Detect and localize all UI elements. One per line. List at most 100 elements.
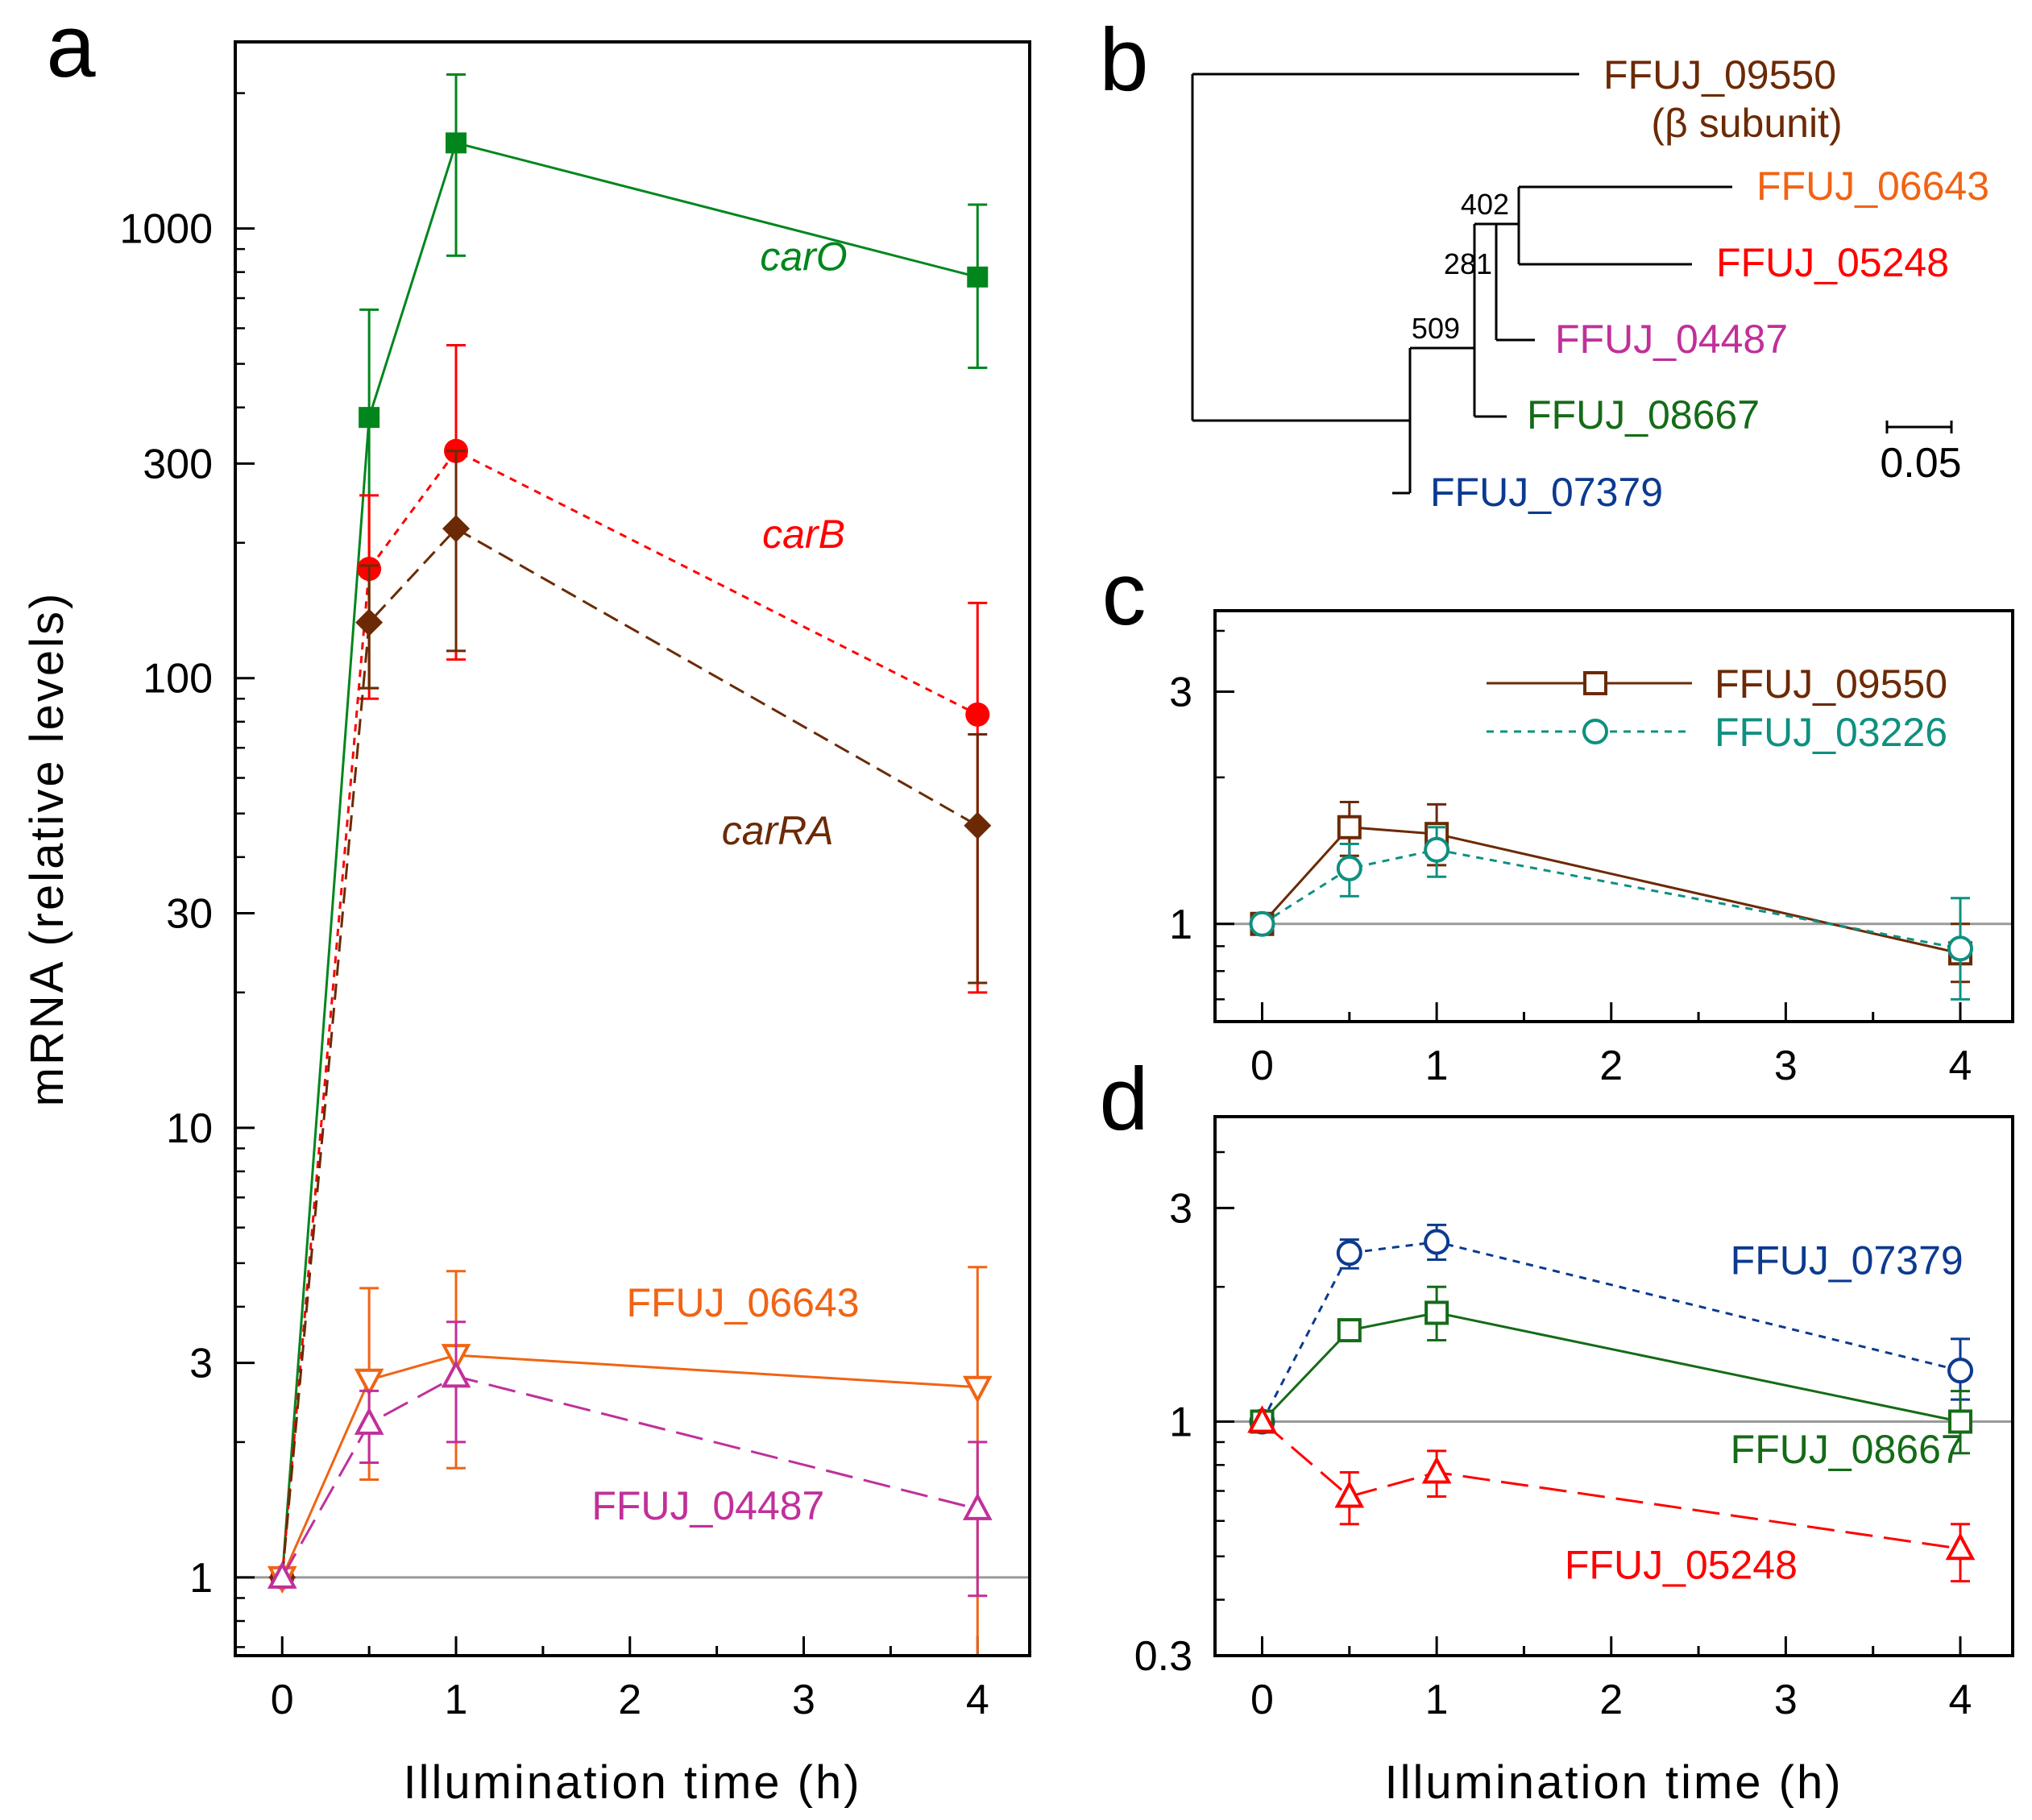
- tree-sublabel-beta-subunit: (β subunit): [1651, 101, 1842, 146]
- panel-d-ffuj-05248-line: [1261, 1420, 1961, 1550]
- panel-a-y-tick-label: 30: [166, 891, 213, 938]
- panel-d-ffuj-07379-point: [1424, 1229, 1450, 1255]
- panel-d-ffuj-08667-point: [1424, 1300, 1449, 1325]
- panel-a-x-axis-title: Illumination time (h): [403, 1756, 861, 1809]
- panel-a-ffuj-06643-line: [280, 1354, 978, 1578]
- panel-a-carra-label: carRA: [722, 808, 834, 853]
- panel-c-frame: [1213, 609, 2014, 1023]
- panel-d-x-tick-label: 2: [1599, 1677, 1623, 1723]
- panel-a-ffuj-06643-label: FFUJ_06643: [626, 1280, 859, 1325]
- tree-label-ffuj-07379: FFUJ_07379: [1430, 470, 1663, 515]
- panel-a-ffuj-04487-point: [962, 1492, 993, 1520]
- panel-c-x-tick-label: 4: [1949, 1043, 1972, 1089]
- panel-a-ffuj-06643-point: [962, 1375, 993, 1403]
- panel-a-x-tick-label: 4: [966, 1677, 989, 1723]
- tree-bootstrap-509: 509: [1412, 312, 1460, 345]
- tree-label-ffuj-06643: FFUJ_06643: [1756, 164, 1989, 209]
- panel-c-ffuj-03226-line: [1261, 848, 1961, 950]
- panel-a-x-tick-label: 3: [792, 1677, 815, 1723]
- panel-a-carra-point: [442, 515, 471, 543]
- panel-a-y-tick-label: 1: [189, 1555, 213, 1602]
- panel-c-x-tick-label: 3: [1774, 1043, 1798, 1089]
- panel-d-ffuj-08667-line: [1261, 1311, 1961, 1423]
- panel-a-x-tick-label: 2: [618, 1677, 641, 1723]
- panel-d-ffuj-07379-point: [1336, 1240, 1362, 1267]
- panel-d-ffuj-08667-point: [1337, 1318, 1362, 1343]
- panel-d-x-tick-label: 1: [1425, 1677, 1449, 1723]
- panel-c-letter: c: [1102, 545, 1147, 644]
- panel-c-x-tick-label: 2: [1599, 1043, 1623, 1089]
- panel-a-carb-line: [280, 449, 978, 1578]
- panel-d-x-axis-title: Illumination time (h): [1384, 1756, 1843, 1809]
- panel-a-ffuj-04487-line: [280, 1374, 978, 1578]
- panel-d-y-tick-label: 1: [1169, 1399, 1192, 1445]
- panel-a-caro-point: [446, 132, 467, 154]
- tree-label-ffuj-08667: FFUJ_08667: [1527, 392, 1760, 437]
- panel-a-ffuj-04487-point: [267, 1561, 297, 1589]
- panel-c-ffuj-09550-point: [1337, 815, 1362, 840]
- panel-d-ffuj-08667-label: FFUJ_08667: [1731, 1427, 1964, 1472]
- panel-d-letter: d: [1099, 1050, 1148, 1149]
- panel-a-ffuj-04487-label: FFUJ_04487: [591, 1483, 824, 1528]
- panel-c-y-tick-label: 1: [1169, 902, 1192, 948]
- panel-a-carra-point: [355, 608, 384, 636]
- panel-d-x-tick-label: 3: [1774, 1677, 1798, 1723]
- panel-b-tree: FFUJ_09550(β subunit) FFUJ_06643 FFUJ_0524…: [1099, 10, 1989, 515]
- panel-a-carb-point: [965, 702, 990, 727]
- panel-d-chart: 0.3 1 3 0 1 2 3 4 FFUJ_07379 FFUJ_08667 FFUJ_05248…: [1099, 1050, 2014, 1809]
- tree-label-ffuj-09550: FFUJ_09550: [1603, 52, 1836, 97]
- panel-c-ffuj-03226-point: [1424, 836, 1450, 863]
- panel-c-legend-ffuj-09550-marker: [1583, 671, 1607, 695]
- tree-bootstrap-281: 281: [1444, 247, 1492, 280]
- panel-a-y-tick-label: 300: [143, 441, 213, 487]
- panel-d-ffuj-05248-point: [1945, 1532, 1976, 1561]
- panel-d-y-tick-label: 3: [1169, 1185, 1192, 1232]
- panel-a-y-axis-title: mRNA (relative levels): [21, 591, 73, 1107]
- panel-d-ffuj-07379-line: [1261, 1240, 1961, 1423]
- panel-c-x-tick-label: 0: [1250, 1043, 1274, 1089]
- panel-a-x-tick-label: 1: [445, 1677, 468, 1723]
- panel-c-y-tick-label: 3: [1169, 669, 1192, 715]
- panel-c-ffuj-09550-line: [1261, 826, 1961, 955]
- tree-bootstrap-402: 402: [1461, 188, 1509, 221]
- tree-label-ffuj-05248: FFUJ_05248: [1716, 240, 1949, 285]
- panel-d-ffuj-05248-label: FFUJ_05248: [1565, 1543, 1798, 1588]
- panel-a-x-tick-label: 0: [271, 1677, 294, 1723]
- panel-c-ffuj-03226-point: [1249, 910, 1275, 937]
- panel-c-ffuj-03226-point: [1947, 935, 1974, 962]
- panel-a-caro-line: [280, 141, 978, 1578]
- panel-b-letter: b: [1099, 10, 1148, 110]
- panel-d-ffuj-05248-point: [1334, 1480, 1365, 1508]
- panel-c-ffuj-03226-point: [1336, 855, 1362, 881]
- panel-a-caro-point: [967, 266, 989, 288]
- panel-a-letter: a: [46, 0, 96, 96]
- panel-a-caro-point: [359, 407, 380, 429]
- panel-d-ffuj-07379-label: FFUJ_07379: [1731, 1238, 1964, 1283]
- panel-d-ffuj-07379-point: [1947, 1358, 1974, 1384]
- tree-label-ffuj-04487: FFUJ_04487: [1555, 317, 1788, 362]
- panel-d-ffuj-05248-point: [1247, 1405, 1277, 1433]
- panel-d-ffuj-05248-point: [1421, 1456, 1452, 1484]
- panel-c-legend-ffuj-03226-label: FFUJ_03226: [1715, 710, 1947, 755]
- panel-a-carra-point: [964, 811, 992, 840]
- panel-d-frame: [1213, 1115, 2014, 1657]
- panel-d-x-tick-label: 4: [1949, 1677, 1972, 1723]
- panel-a-y-tick-label: 10: [166, 1105, 213, 1152]
- panel-c-x-tick-label: 1: [1425, 1043, 1449, 1089]
- panel-a-y-tick-label: 3: [189, 1341, 213, 1387]
- panel-a-ffuj-04487-point: [441, 1360, 471, 1388]
- panel-a-caro-label: carO: [760, 234, 847, 279]
- panel-a-y-tick-label: 1000: [119, 206, 213, 253]
- panel-a-y-tick-label: 100: [143, 656, 213, 703]
- panel-d-ffuj-08667-point: [1948, 1409, 1973, 1434]
- panel-d-y-tick-label: 0.3: [1134, 1633, 1192, 1680]
- tree-scale-bar-label: 0.05: [1880, 440, 1961, 487]
- panel-a-chart: 1 3 10 30 100 300 1000 0 1 2 3 4 carO carB carRA FFUJ_0…: [21, 0, 1031, 1809]
- panel-d-x-tick-label: 0: [1250, 1677, 1274, 1723]
- panel-a-frame: [234, 40, 1031, 1657]
- panel-c-legend-ffuj-09550-label: FFUJ_09550: [1715, 661, 1947, 707]
- panel-a-carb-label: carB: [762, 512, 845, 557]
- panel-a-carra-line: [280, 527, 979, 1578]
- panel-a-ffuj-04487-point: [354, 1407, 384, 1435]
